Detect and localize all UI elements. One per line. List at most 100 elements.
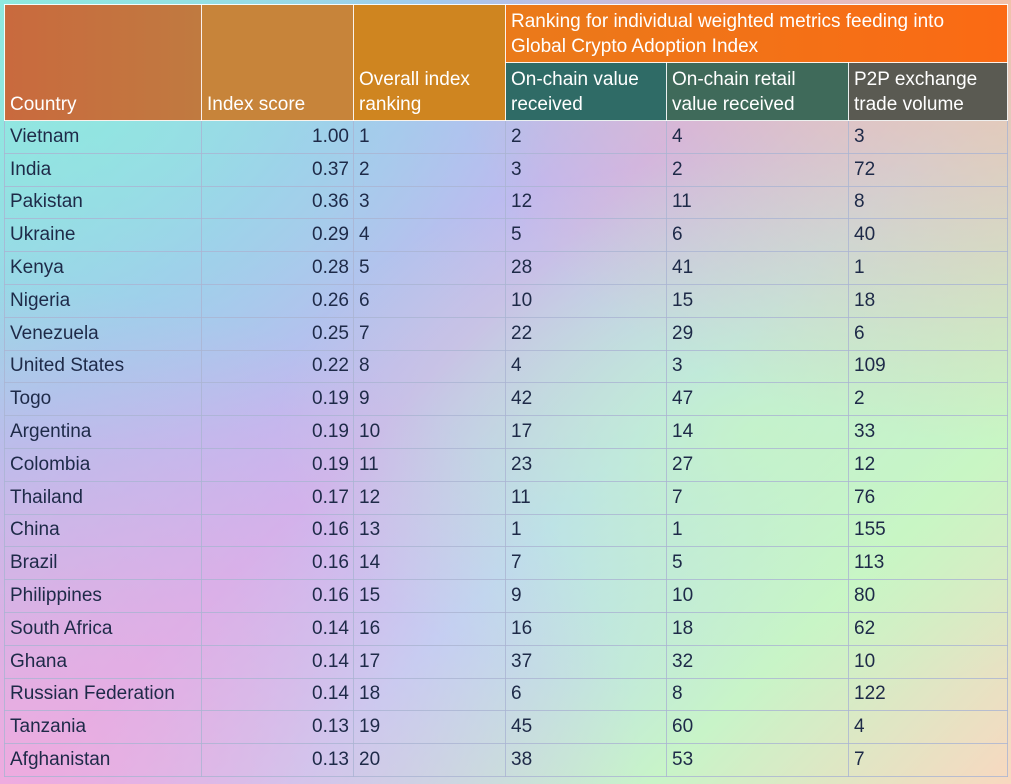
table-row: Togo 0.19 9 42 47 2 [4,382,1008,417]
cell-onchain-value-rank: 10 [505,283,667,318]
cell-onchain-retail-rank: 10 [666,579,849,613]
cell-p2p-volume-rank: 4 [848,710,1008,745]
cell-index-score: 0.28 [201,251,354,285]
cell-country: Venezuela [4,316,202,351]
header-metrics-group: Ranking for individual weighted metrics … [505,4,1008,63]
header-overall-ranking: Overall index ranking [353,4,506,121]
cell-p2p-volume-rank: 40 [848,218,1008,253]
cell-index-score: 0.19 [201,382,354,417]
cell-country: South Africa [4,611,202,646]
cell-index-score: 0.13 [201,743,354,777]
cell-index-score: 0.29 [201,218,354,253]
cell-onchain-retail-rank: 5 [666,546,849,581]
cell-country: Nigeria [4,283,202,318]
cell-overall-ranking: 6 [353,283,506,318]
cell-country: Tanzania [4,710,202,745]
header-index-score: Index score [201,4,354,121]
table-body: Vietnam 1.00 1 2 4 3 India 0.37 2 3 2 72 Pakistan 0.3… [4,120,1008,777]
cell-country: Pakistan [4,185,202,220]
cell-index-score: 0.37 [201,152,354,187]
cell-onchain-value-rank: 12 [505,185,667,220]
table-row: Brazil 0.16 14 7 5 113 [4,546,1008,581]
cell-onchain-retail-rank: 8 [666,677,849,712]
cell-index-score: 0.14 [201,677,354,712]
cell-country: Argentina [4,415,202,449]
cell-p2p-volume-rank: 113 [848,546,1008,581]
header-row-top: Country Index score Overall index rankin… [4,4,1008,121]
cell-onchain-retail-rank: 15 [666,283,849,318]
cell-onchain-value-rank: 9 [505,579,667,613]
cell-p2p-volume-rank: 7 [848,743,1008,777]
cell-index-score: 0.25 [201,316,354,351]
cell-country: India [4,152,202,187]
cell-onchain-value-rank: 17 [505,415,667,449]
cell-onchain-retail-rank: 32 [666,644,849,679]
table-row: Ghana 0.14 17 37 32 10 [4,644,1008,679]
cell-overall-ranking: 3 [353,185,506,220]
cell-onchain-retail-rank: 18 [666,611,849,646]
table-row: Colombia 0.19 11 23 27 12 [4,447,1008,482]
cell-index-score: 0.19 [201,415,354,449]
cell-overall-ranking: 15 [353,579,506,613]
cell-p2p-volume-rank: 1 [848,251,1008,285]
cell-country: Togo [4,382,202,417]
cell-index-score: 0.14 [201,644,354,679]
cell-country: Ghana [4,644,202,679]
cell-onchain-value-rank: 37 [505,644,667,679]
cell-onchain-retail-rank: 60 [666,710,849,745]
table-row: Russian Federation 0.14 18 6 8 122 [4,677,1008,712]
cell-onchain-value-rank: 6 [505,677,667,712]
cell-onchain-value-rank: 16 [505,611,667,646]
cell-onchain-retail-rank: 6 [666,218,849,253]
cell-overall-ranking: 16 [353,611,506,646]
cell-onchain-value-rank: 7 [505,546,667,581]
table-row: Pakistan 0.36 3 12 11 8 [4,185,1008,220]
header-p2p-volume: P2P exchange trade volume [848,62,1008,121]
cell-onchain-value-rank: 28 [505,251,667,285]
cell-overall-ranking: 9 [353,382,506,417]
cell-p2p-volume-rank: 62 [848,611,1008,646]
cell-index-score: 0.16 [201,546,354,581]
cell-onchain-value-rank: 4 [505,349,667,384]
cell-overall-ranking: 1 [353,120,506,154]
cell-onchain-retail-rank: 3 [666,349,849,384]
cell-index-score: 0.22 [201,349,354,384]
cell-onchain-value-rank: 2 [505,120,667,154]
cell-p2p-volume-rank: 10 [848,644,1008,679]
cell-index-score: 0.16 [201,579,354,613]
cell-p2p-volume-rank: 72 [848,152,1008,187]
adoption-index-table: Country Index score Overall index rankin… [4,4,1008,777]
cell-index-score: 0.13 [201,710,354,745]
table-row: Venezuela 0.25 7 22 29 6 [4,316,1008,351]
cell-index-score: 0.16 [201,513,354,548]
cell-country: United States [4,349,202,384]
cell-overall-ranking: 2 [353,152,506,187]
cell-onchain-value-rank: 38 [505,743,667,777]
cell-country: Kenya [4,251,202,285]
cell-p2p-volume-rank: 122 [848,677,1008,712]
cell-country: Russian Federation [4,677,202,712]
table-row: Tanzania 0.13 19 45 60 4 [4,710,1008,745]
cell-overall-ranking: 5 [353,251,506,285]
cell-overall-ranking: 10 [353,415,506,449]
table-row: Vietnam 1.00 1 2 4 3 [4,120,1008,154]
cell-onchain-retail-rank: 1 [666,513,849,548]
cell-p2p-volume-rank: 18 [848,283,1008,318]
cell-country: Thailand [4,480,202,515]
table-row: Argentina 0.19 10 17 14 33 [4,415,1008,449]
cell-p2p-volume-rank: 12 [848,447,1008,482]
header-country: Country [4,4,202,121]
cell-p2p-volume-rank: 33 [848,415,1008,449]
table-row: Nigeria 0.26 6 10 15 18 [4,283,1008,318]
cell-overall-ranking: 11 [353,447,506,482]
cell-onchain-value-rank: 22 [505,316,667,351]
cell-onchain-retail-rank: 41 [666,251,849,285]
cell-onchain-retail-rank: 53 [666,743,849,777]
cell-onchain-value-rank: 5 [505,218,667,253]
cell-country: Afghanistan [4,743,202,777]
cell-onchain-retail-rank: 7 [666,480,849,515]
cell-index-score: 0.26 [201,283,354,318]
header-onchain-retail: On-chain retail value received [666,62,849,121]
cell-onchain-retail-rank: 2 [666,152,849,187]
cell-onchain-value-rank: 42 [505,382,667,417]
